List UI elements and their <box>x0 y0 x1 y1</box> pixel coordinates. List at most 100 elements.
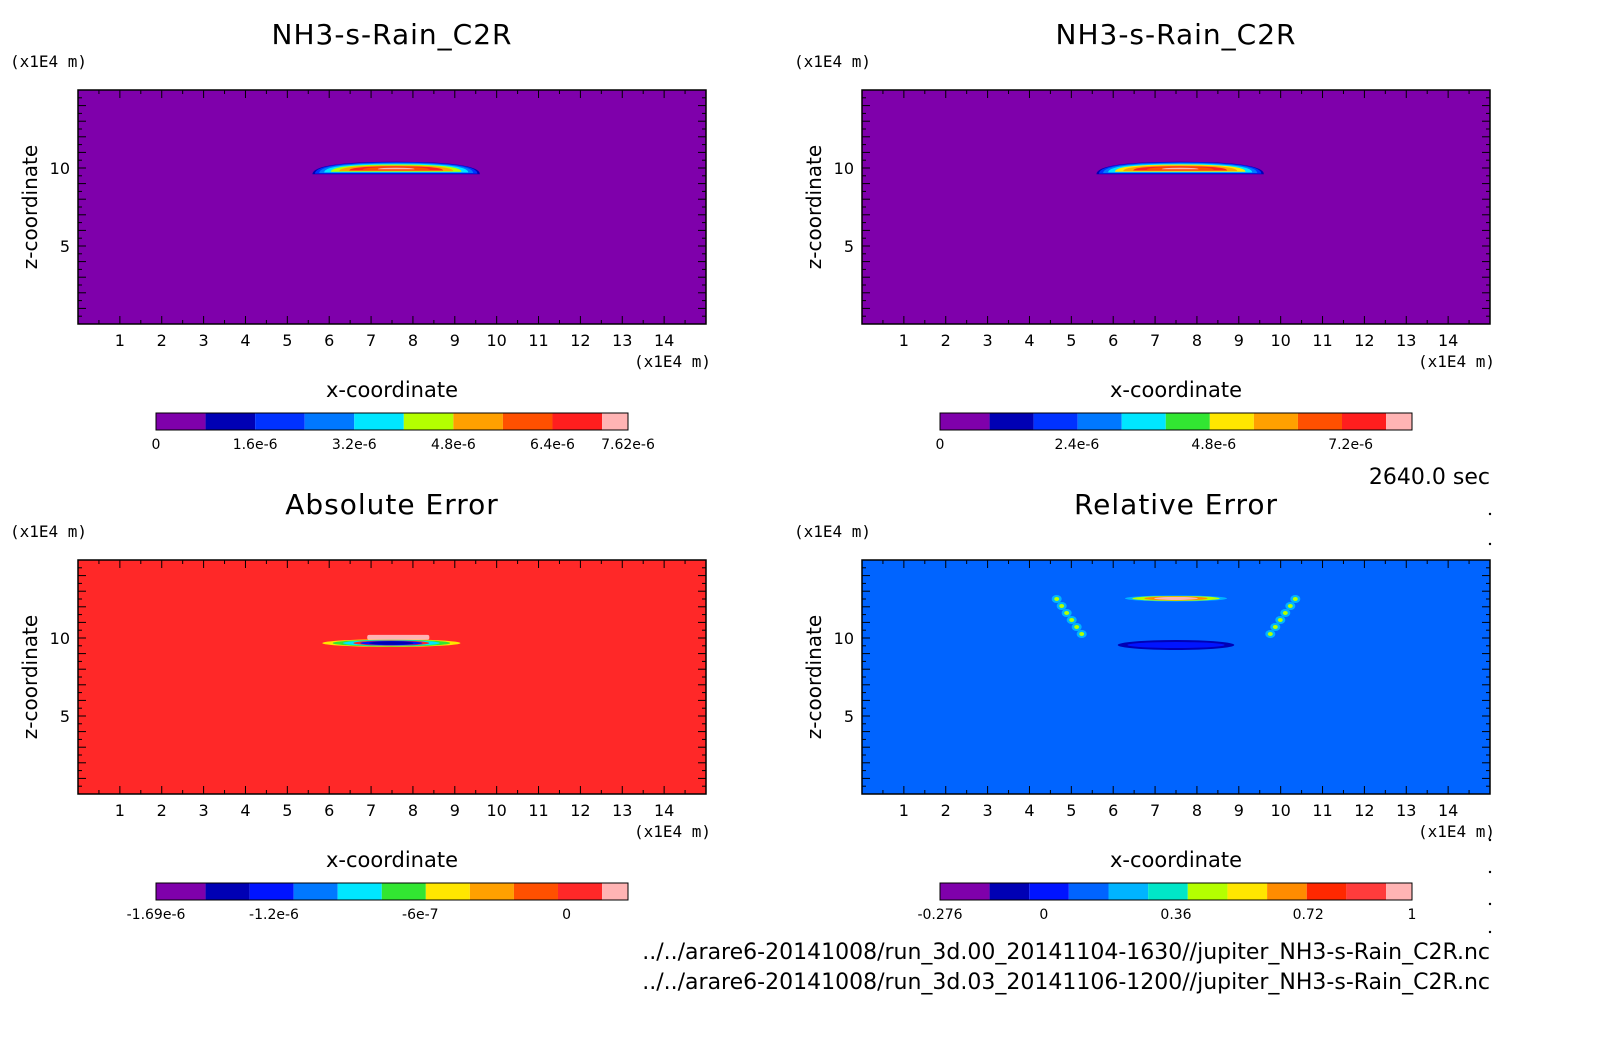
x-axis-label: x-coordinate <box>1109 848 1242 872</box>
colorbar-swatch <box>1033 413 1078 430</box>
colorbar-swatch <box>1068 883 1109 900</box>
colorbar-swatch <box>1148 883 1188 900</box>
heatmap-background <box>862 90 1490 324</box>
colorbar-swatch <box>1108 883 1149 900</box>
x-tick-label: 10 <box>486 331 506 350</box>
x-tick-label: 7 <box>366 331 376 350</box>
x-tick-label: 11 <box>1312 331 1332 350</box>
x-tick-label: 3 <box>199 801 209 820</box>
x-tick-label: 8 <box>408 801 418 820</box>
margin-dots <box>1488 512 1492 934</box>
x-tick-label: 2 <box>157 801 167 820</box>
colorbar-swatch <box>403 413 454 430</box>
y-tick-label: 5 <box>60 237 70 256</box>
x-tick-label: 14 <box>654 801 674 820</box>
x-tick-label: 1 <box>899 331 909 350</box>
x-tick-label: 1 <box>115 331 125 350</box>
x-tick-label: 9 <box>1234 801 1244 820</box>
colorbar: -0.276 0 0.36 0.72 1 <box>917 882 1417 923</box>
x-tick-label: 1 <box>115 801 125 820</box>
chart-panel-top-left: NH3-s-Rain_C2R (x1E4 m) (x1E4 m) x-coordina… <box>0 0 820 480</box>
colorbar-tick-label: 4.8e-6 <box>431 437 476 453</box>
contour-band <box>1277 618 1283 622</box>
x-axis-label: x-coordinate <box>1109 378 1242 402</box>
y-tick-label: 5 <box>60 707 70 726</box>
x-tick-label: 8 <box>1192 801 1202 820</box>
colorbar-swatch <box>940 413 990 430</box>
colorbar-swatch <box>502 413 553 430</box>
x-tick-label: 11 <box>528 801 548 820</box>
colorbar-swatch <box>1121 413 1166 430</box>
x-tick-label: 14 <box>1438 331 1458 350</box>
colorbar-tick-label: 7.62e-6 <box>601 437 655 453</box>
colorbar-swatch <box>1187 883 1228 900</box>
colorbar-tick-label: 0 <box>936 437 945 453</box>
contour-band <box>1292 597 1298 601</box>
colorbar-frame <box>939 882 1413 901</box>
x-tick-label: 5 <box>1066 801 1076 820</box>
colorbar-swatch <box>1165 413 1210 430</box>
colorbar-swatch <box>1077 413 1122 430</box>
y-unit-label: (x1E4 m) <box>10 52 88 71</box>
x-unit-label: (x1E4 m) <box>1418 352 1496 371</box>
x-tick-label: 7 <box>366 801 376 820</box>
x-tick-label: 6 <box>1108 331 1118 350</box>
contour-band <box>1069 618 1075 622</box>
colorbar-frame <box>939 412 1413 431</box>
x-tick-label: 9 <box>1234 331 1244 350</box>
contour-band <box>1054 597 1060 601</box>
x-tick-label: 14 <box>1438 801 1458 820</box>
time-label: 2640.0 sec <box>1368 465 1490 490</box>
contour-band <box>367 634 430 640</box>
colorbar-swatch <box>1341 413 1387 430</box>
colorbar-swatch <box>552 413 603 430</box>
x-tick-label: 9 <box>450 801 460 820</box>
colorbar-swatch <box>940 883 990 900</box>
colorbar-swatch <box>304 413 355 430</box>
chart-title: NH3-s-Rain_C2R <box>1055 18 1297 51</box>
colorbar-swatch <box>1267 883 1307 900</box>
colorbar-tick-label: -1.2e-6 <box>249 907 299 923</box>
colorbar-swatch <box>1253 413 1298 430</box>
x-tick-label: 2 <box>157 331 167 350</box>
y-tick-label: 10 <box>834 629 854 648</box>
colorbar-swatch <box>205 883 250 900</box>
y-unit-label: (x1E4 m) <box>10 522 88 541</box>
colorbar-swatch <box>1297 413 1342 430</box>
colorbar-swatch <box>425 883 470 900</box>
colorbar-frame <box>155 882 629 901</box>
x-tick-label: 9 <box>450 331 460 350</box>
x-tick-label: 13 <box>1396 801 1416 820</box>
chart-title: NH3-s-Rain_C2R <box>271 18 513 51</box>
chart-panel-bottom-right: Relative Error (x1E4 m) (x1E4 m) x-coordina… <box>784 470 1604 950</box>
y-tick-label: 5 <box>844 237 854 256</box>
colorbar-swatch <box>249 883 294 900</box>
colorbar-swatch <box>354 413 404 430</box>
x-tick-label: 3 <box>983 801 993 820</box>
x-axis-label: x-coordinate <box>325 848 458 872</box>
contour-band <box>1272 625 1278 629</box>
file-path-2: ../../arare6-20141008/run_3d.03_20141106… <box>642 970 1490 995</box>
x-tick-label: 13 <box>612 331 632 350</box>
colorbar-swatch <box>513 883 558 900</box>
x-tick-label: 8 <box>1192 331 1202 350</box>
contour-band <box>1064 611 1070 615</box>
colorbar-tick-label: 0.72 <box>1293 907 1324 923</box>
x-unit-label: (x1E4 m) <box>1418 822 1496 841</box>
heatmap-background <box>862 560 1490 794</box>
colorbar-swatch <box>602 883 628 900</box>
colorbar-tick-label: 3.2e-6 <box>332 437 377 453</box>
contour-band <box>1282 611 1288 615</box>
contour-band <box>1074 625 1080 629</box>
chart-panel-bottom-left: Absolute Error (x1E4 m) (x1E4 m) x-coordina… <box>0 470 820 950</box>
colorbar: -1.69e-6 -1.2e-6 -6e-7 0 <box>127 882 629 923</box>
colorbar-tick-label: 1 <box>1408 907 1417 923</box>
colorbar: 0 1.6e-6 3.2e-6 4.8e-6 6.4e-6 7.62e-6 <box>152 412 655 453</box>
colorbar-swatch <box>1306 883 1347 900</box>
y-unit-label: (x1E4 m) <box>794 52 872 71</box>
colorbar-swatch <box>205 413 256 430</box>
contour-band <box>1287 604 1293 608</box>
chart-title: Absolute Error <box>285 488 499 521</box>
